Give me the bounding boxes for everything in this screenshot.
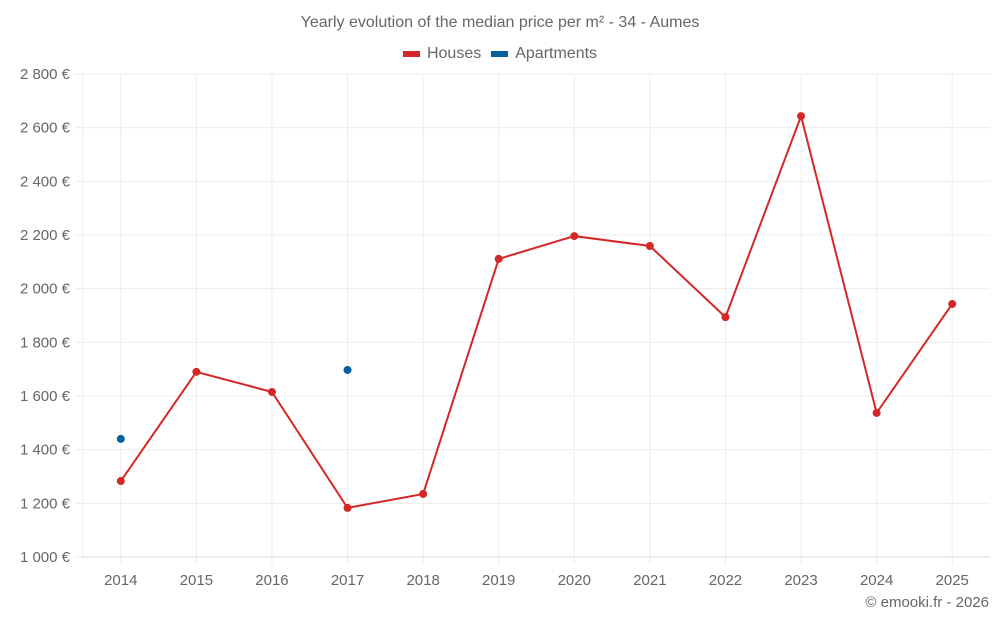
x-tick-label: 2023 (784, 572, 817, 589)
data-point-houses[interactable] (721, 313, 730, 322)
legend: Houses Apartments (0, 45, 1000, 63)
x-tick-label: 2024 (860, 572, 893, 589)
data-point-apartments[interactable] (343, 365, 352, 374)
x-tick-label: 2016 (255, 572, 288, 589)
x-tick-label: 2020 (558, 572, 591, 589)
legend-label-houses: Houses (426, 45, 482, 62)
data-point-houses[interactable] (419, 489, 428, 498)
x-tick-label: 2014 (104, 572, 137, 589)
data-point-houses[interactable] (948, 299, 957, 308)
legend-item-apartments[interactable]: Apartments (491, 45, 597, 63)
data-point-houses[interactable] (645, 242, 654, 251)
y-tick-label: 2 600 € (20, 120, 71, 137)
x-axis: 2014 2015 2016 2017 2018 2019 2020 2021 2022 2023… (104, 572, 969, 589)
y-tick-label: 2 400 € (20, 173, 71, 190)
apartments-swatch-icon (491, 51, 509, 57)
data-point-houses[interactable] (570, 232, 579, 241)
x-tick-label: 2017 (331, 572, 364, 589)
x-tick-label: 2018 (406, 572, 439, 589)
chart-title: Yearly evolution of the median price per… (300, 14, 700, 31)
data-point-houses[interactable] (116, 477, 125, 486)
data-point-apartments[interactable] (116, 434, 125, 443)
y-tick-label: 1 000 € (20, 549, 71, 566)
credit-text: © emooki.fr - 2026 (865, 594, 989, 611)
data-point-houses[interactable] (343, 503, 352, 512)
y-tick-label: 1 400 € (20, 442, 71, 459)
data-point-houses[interactable] (797, 112, 806, 121)
y-tick-label: 2 000 € (20, 281, 71, 298)
x-tick-label: 2025 (936, 572, 969, 589)
y-tick-label: 1 600 € (20, 388, 71, 405)
series-line-houses (119, 112, 954, 509)
legend-item-houses[interactable]: Houses (402, 45, 482, 63)
x-tick-label: 2019 (482, 572, 515, 589)
x-tick-label: 2021 (633, 572, 666, 589)
x-tick-label: 2015 (180, 572, 213, 589)
data-point-houses[interactable] (872, 408, 881, 417)
y-tick-label: 1 200 € (20, 495, 71, 512)
legend-label-apartments: Apartments (515, 45, 598, 62)
x-tick-label: 2022 (709, 572, 742, 589)
data-point-houses[interactable] (192, 367, 201, 376)
houses-swatch-icon (402, 51, 420, 57)
y-axis: 1 000 € 1 200 € 1 400 € 1 600 € 1 800 € 2 000… (20, 66, 71, 566)
data-point-houses[interactable] (267, 387, 276, 396)
y-tick-label: 2 800 € (20, 66, 71, 83)
y-tick-label: 1 800 € (20, 334, 71, 351)
series-layer (116, 112, 957, 512)
y-tick-label: 2 200 € (20, 227, 71, 244)
data-point-houses[interactable] (494, 254, 503, 263)
